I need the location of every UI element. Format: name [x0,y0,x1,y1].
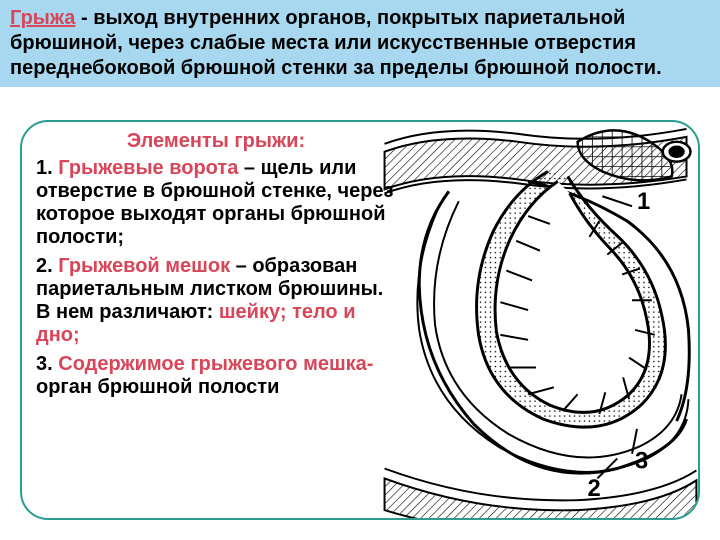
elements-title: Элементы грыжи: [36,130,396,153]
item2-term: Грыжевой мешок [58,255,230,277]
hernia-diagram: 1 2 3 [378,122,698,518]
diagram-label-1: 1 [637,188,650,215]
item1-term: Грыжевые ворота [58,157,238,179]
diagram-label-3: 3 [635,448,648,475]
item3-term: Содержимое грыжевого мешка- [58,353,373,375]
item3-num: 3. [36,353,58,375]
item1-num: 1. [36,157,58,179]
definition-header: Грыжа - выход внутренних органов, покрыт… [0,0,720,87]
diagram-label-2: 2 [588,475,601,502]
content-frame: Элементы грыжи: 1. Грыжевые ворота – щел… [20,120,700,520]
item2-num: 2. [36,255,58,277]
definition-text: - выход внутренних органов, покрытых пар… [10,7,662,79]
element-item-3: 3. Содержимое грыжевого мешка- орган брю… [36,353,396,399]
element-item-2: 2. Грыжевой мешок – образован париетальн… [36,255,396,347]
element-item-1: 1. Грыжевые ворота – щель или отверстие … [36,157,396,249]
term: Грыжа [10,7,75,29]
item3-rest: орган брюшной полости [36,376,279,398]
elements-text: Элементы грыжи: 1. Грыжевые ворота – щел… [36,130,396,405]
